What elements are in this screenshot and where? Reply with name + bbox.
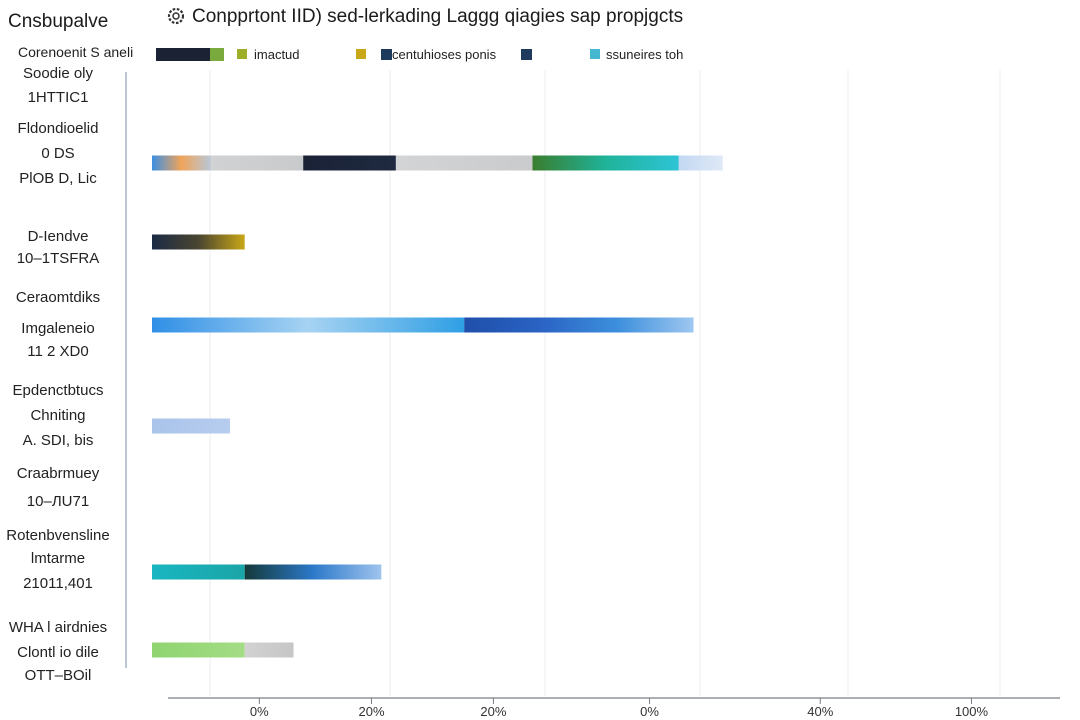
legend-label: imactud <box>254 47 300 62</box>
category-label: D-Iendve <box>28 228 89 245</box>
bar-segment <box>244 564 382 580</box>
legend-item: imactud <box>237 47 300 62</box>
x-tick-label: 0% <box>250 704 269 719</box>
category-label: Clontl io dile <box>17 644 99 661</box>
x-tick-label: 0% <box>640 704 659 719</box>
legend-strip <box>156 48 224 61</box>
category-label: lmtarme <box>31 550 85 567</box>
grid <box>209 70 1001 696</box>
bar-segment <box>152 234 245 250</box>
x-tick-label: 20% <box>480 704 506 719</box>
legend-item: ssuneires toh <box>590 47 683 62</box>
y-axis-labels: Soodie oly 1HTTIC1 Fldondioelid 0 DS PlOB D,… <box>6 65 109 684</box>
category-label: 0 DS <box>41 145 74 162</box>
category-label: OTT–BOil <box>25 667 92 684</box>
bar-segment <box>152 155 211 171</box>
legend-swatch <box>590 49 600 59</box>
legend-item: centuhioses ponis <box>356 47 497 62</box>
category-label: A. SDI, bis <box>23 432 94 449</box>
legend-marker <box>381 49 392 60</box>
category-label: 10–1TSFRA <box>17 250 100 267</box>
gear-icon <box>167 7 185 25</box>
legend-label: ssuneires toh <box>606 47 683 62</box>
category-label: Fldondioelid <box>18 120 99 137</box>
bar-segment <box>532 155 679 171</box>
category-label: 21011,401 <box>23 575 93 592</box>
category-label: Chniting <box>30 407 85 424</box>
bar-segment <box>464 317 694 333</box>
category-label: Ceraomtdiks <box>16 289 100 306</box>
x-tick-label: 40% <box>807 704 833 719</box>
bar-segment <box>210 155 304 171</box>
app-name: Cnsbupalve <box>8 11 108 32</box>
legend-swatch <box>237 49 247 59</box>
legend-marker <box>521 49 532 60</box>
bar-segment <box>678 155 723 171</box>
legend-label: centuhioses ponis <box>392 47 497 62</box>
bars <box>152 155 723 658</box>
bar-segment <box>244 642 294 658</box>
category-label: 10–ЛU71 <box>27 493 89 510</box>
legend-swatch <box>356 49 366 59</box>
bar-segment <box>152 418 230 434</box>
x-tick-label: 100% <box>955 704 989 719</box>
legend-strip-block <box>156 48 210 61</box>
category-label: Imgaleneio <box>21 320 94 337</box>
legend: imactud centuhioses ponis ssuneires toh <box>237 47 683 62</box>
category-label: 1HTTIC1 <box>28 89 89 106</box>
bar-segment <box>303 155 396 171</box>
category-label: Rotenbvensline <box>6 527 109 544</box>
category-label: Craabrmuey <box>17 465 100 482</box>
x-tick-label: 20% <box>358 704 384 719</box>
category-label: WHA l airdnies <box>9 619 107 636</box>
x-axis-ticks: 0% 20% 20% 0% 40% 100% <box>250 698 989 719</box>
bar-segment <box>395 155 533 171</box>
category-label: PlOB D, Lic <box>19 170 97 187</box>
bar-segment <box>152 317 465 333</box>
category-label: Soodie oly <box>23 65 94 82</box>
chart-title: Conpprtont IID) sed-lerkading Laggg qiag… <box>192 6 683 27</box>
chart-subtitle: Corenoenit S aneli <box>18 44 133 60</box>
category-label: Epdenctbtucs <box>13 382 104 399</box>
bar-segment <box>152 642 245 658</box>
legend-strip-block <box>210 48 224 61</box>
bar-segment <box>152 564 245 580</box>
category-label: 11 2 XD0 <box>27 343 88 360</box>
